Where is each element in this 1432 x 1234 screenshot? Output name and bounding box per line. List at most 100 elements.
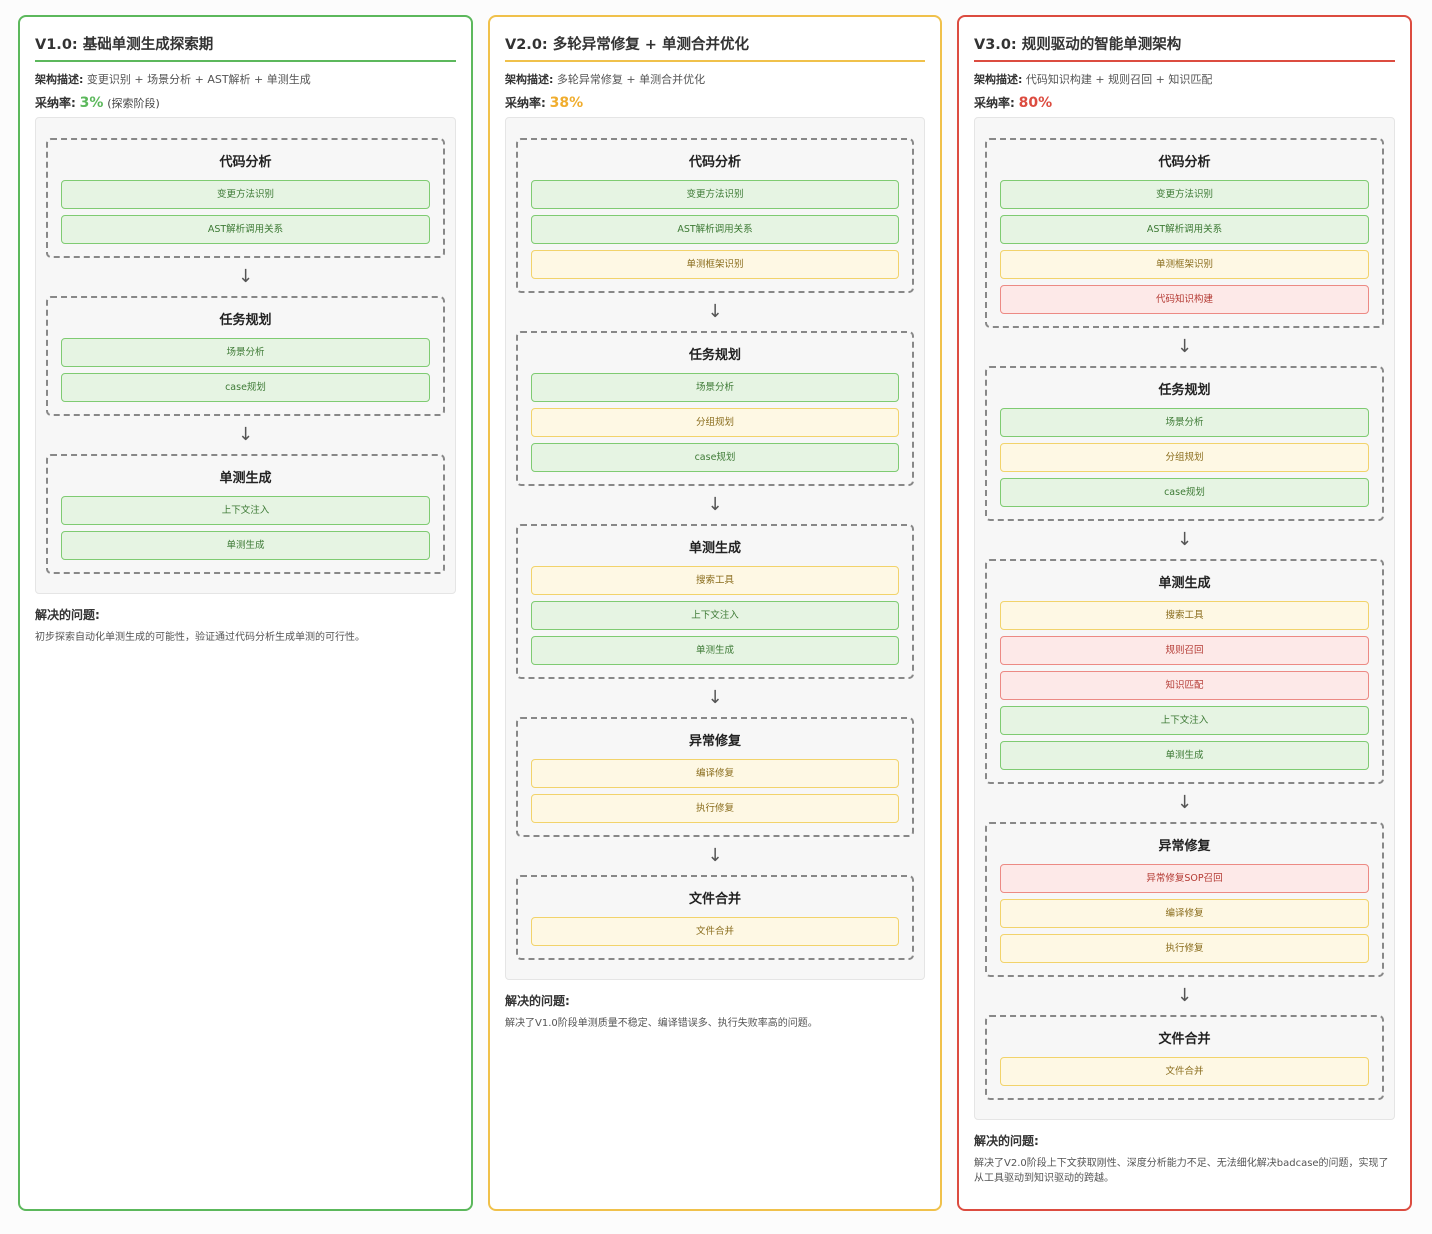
description-text: 变更识别 + 场景分析 + AST解析 + 单测生成 [86, 73, 311, 86]
solved-problems-title: 解决的问题: [974, 1134, 1039, 1148]
pipeline-step: 编译修复 [531, 759, 899, 788]
pipeline-step: 执行修复 [1000, 934, 1369, 963]
stage-title: 异常修复 [688, 734, 741, 749]
stage-title: 任务规划 [1158, 383, 1211, 398]
down-arrow-icon: ↓ [707, 687, 723, 708]
pipeline-step: AST解析调用关系 [1000, 215, 1369, 244]
pipeline-step: 单测生成 [1000, 741, 1369, 770]
stage-title: 异常修复 [1158, 839, 1211, 854]
description-label: 架构描述: [35, 73, 84, 86]
down-arrow-icon: ↓ [707, 494, 723, 515]
solved-problems-text: 解决了V2.0阶段上下文获取刚性、深度分析能力不足、无法细化解决badcase的… [974, 1158, 1389, 1184]
pipeline-step: 异常修复SOP召回 [1000, 864, 1369, 893]
pipeline-step: 代码知识构建 [1000, 285, 1369, 314]
pipeline-step: 编译修复 [1000, 899, 1369, 928]
pipeline-step: AST解析调用关系 [531, 215, 899, 244]
stage-title: 代码分析 [219, 155, 272, 170]
rate-value: 3% [79, 95, 104, 111]
pipeline-step: 变更方法识别 [61, 180, 430, 209]
pipeline-stage: 代码分析变更方法识别 AST解析调用关系 [46, 138, 445, 258]
pipeline-step: 单测生成 [531, 636, 899, 665]
pipeline-stage: 任务规划场景分析分组规划 case规划 [985, 366, 1384, 521]
pipeline-step: 单测生成 [61, 531, 430, 560]
adoption-rate: 采纳率: 38% [505, 94, 925, 112]
stage-title: 任务规划 [219, 313, 272, 328]
architecture-description: 架构描述: 代码知识构建 + 规则召回 + 知识匹配 [974, 71, 1395, 86]
pipeline-step: 文件合并 [1000, 1057, 1369, 1086]
pipeline-stage: 单测生成 上下文注入 单测生成 [46, 454, 445, 574]
pipeline-step: 规则召回 [1000, 636, 1369, 665]
version-column-v3: V3.0: 规则驱动的智能单测架构架构描述: 代码知识构建 + 规则召回 + 知… [957, 15, 1412, 1211]
rate-label: 采纳率: [974, 96, 1015, 110]
rate-value: 80% [1018, 95, 1053, 111]
stage-title: 代码分析 [1158, 155, 1211, 170]
pipeline-flow: 代码分析变更方法识别 AST解析调用关系 单测框架识别 代码知识构建 ↓ 任务规划场景分析… [974, 117, 1395, 1120]
stage-title: 代码分析 [688, 155, 741, 170]
description-text: 代码知识构建 + 规则召回 + 知识匹配 [1025, 73, 1213, 86]
pipeline-step: AST解析调用关系 [61, 215, 430, 244]
stage-title: 文件合并 [688, 892, 741, 907]
version-title: V1.0: 基础单测生成探索期 [35, 33, 456, 62]
pipeline-step: case规划 [531, 443, 899, 472]
down-arrow-icon: ↓ [1176, 529, 1193, 550]
architecture-description: 架构描述: 多轮异常修复 + 单测合并优化 [505, 71, 925, 86]
stage-title: 单测生成 [219, 471, 272, 486]
pipeline-step: 场景分析 [531, 373, 899, 402]
rate-label: 采纳率: [35, 96, 76, 110]
pipeline-stage: 任务规划场景分析 case规划 [46, 296, 445, 416]
solved-problems-title: 解决的问题: [505, 994, 570, 1008]
pipeline-step: 分组规划 [531, 408, 899, 437]
stage-title: 任务规划 [688, 348, 741, 363]
pipeline-step: 场景分析 [61, 338, 430, 367]
down-arrow-icon: ↓ [237, 266, 254, 287]
version-column-v1: V1.0: 基础单测生成探索期架构描述: 变更识别 + 场景分析 + AST解析… [18, 15, 473, 1211]
pipeline-step: 上下文注入 [1000, 706, 1369, 735]
down-arrow-icon: ↓ [237, 424, 254, 445]
pipeline-stage: 代码分析变更方法识别 AST解析调用关系 单测框架识别 [516, 138, 914, 293]
pipeline-step: 场景分析 [1000, 408, 1369, 437]
version-title: V3.0: 规则驱动的智能单测架构 [974, 33, 1395, 62]
down-arrow-icon: ↓ [1176, 792, 1193, 813]
pipeline-step: 执行修复 [531, 794, 899, 823]
adoption-rate: 采纳率: 3% (探索阶段) [35, 94, 456, 112]
stage-title: 单测生成 [688, 541, 741, 556]
pipeline-step: case规划 [61, 373, 430, 402]
version-title: V2.0: 多轮异常修复 + 单测合并优化 [505, 33, 925, 62]
pipeline-step: 单测框架识别 [531, 250, 899, 279]
description-label: 架构描述: [505, 73, 554, 86]
pipeline-stage: 代码分析变更方法识别 AST解析调用关系 单测框架识别 代码知识构建 [985, 138, 1384, 328]
pipeline-step: 上下文注入 [61, 496, 430, 525]
pipeline-step: case规划 [1000, 478, 1369, 507]
pipeline-step: 变更方法识别 [1000, 180, 1369, 209]
pipeline-step: 分组规划 [1000, 443, 1369, 472]
rate-label: 采纳率: [505, 96, 546, 110]
pipeline-step: 上下文注入 [531, 601, 899, 630]
pipeline-flow: 代码分析 变更方法识别 AST解析调用关系 ↓ 任务规划 场景分析 case规划 ↓ 单测生成上… [35, 117, 456, 594]
pipeline-step: 文件合并 [531, 917, 899, 946]
down-arrow-icon: ↓ [1176, 985, 1193, 1006]
rate-note: (探索阶段) [107, 97, 160, 110]
pipeline-step: 搜索工具 [531, 566, 899, 595]
pipeline-stage: 任务规划场景分析分组规划 case规划 [516, 331, 914, 486]
rate-value: 38% [549, 95, 584, 111]
down-arrow-icon: ↓ [707, 301, 723, 322]
solved-problems-text: 初步探索自动化单测生成的可能性，验证通过代码分析生成单测的可行性。 [35, 632, 365, 643]
architecture-description: 架构描述: 变更识别 + 场景分析 + AST解析 + 单测生成 [35, 71, 456, 86]
pipeline-step: 知识匹配 [1000, 671, 1369, 700]
down-arrow-icon: ↓ [1176, 336, 1193, 357]
pipeline-stage: 文件合并 文件合并 [985, 1015, 1384, 1100]
description-text: 多轮异常修复 + 单测合并优化 [556, 73, 706, 86]
pipeline-stage: 文件合并 文件合并 [516, 875, 914, 960]
version-column-v2: V2.0: 多轮异常修复 + 单测合并优化架构描述: 多轮异常修复 + 单测合并… [488, 15, 942, 1211]
pipeline-step: 单测框架识别 [1000, 250, 1369, 279]
stage-title: 单测生成 [1158, 576, 1211, 591]
solved-problems-text: 解决了V1.0阶段单测质量不稳定、编译错误多、执行失败率高的问题。 [505, 1018, 818, 1029]
pipeline-step: 变更方法识别 [531, 180, 899, 209]
pipeline-stage: 异常修复编译修复执行修复 [516, 717, 914, 837]
pipeline-flow: 代码分析变更方法识别 AST解析调用关系 单测框架识别 ↓ 任务规划场景分析分组规划 ca… [505, 117, 925, 980]
stage-title: 文件合并 [1158, 1032, 1211, 1047]
pipeline-stage: 单测生成 搜索工具 规则召回 知识匹配 上下文注入 单测生成 [985, 559, 1384, 784]
solved-problems-title: 解决的问题: [35, 608, 100, 622]
down-arrow-icon: ↓ [707, 845, 723, 866]
pipeline-stage: 单测生成 搜索工具 上下文注入 单测生成 [516, 524, 914, 679]
